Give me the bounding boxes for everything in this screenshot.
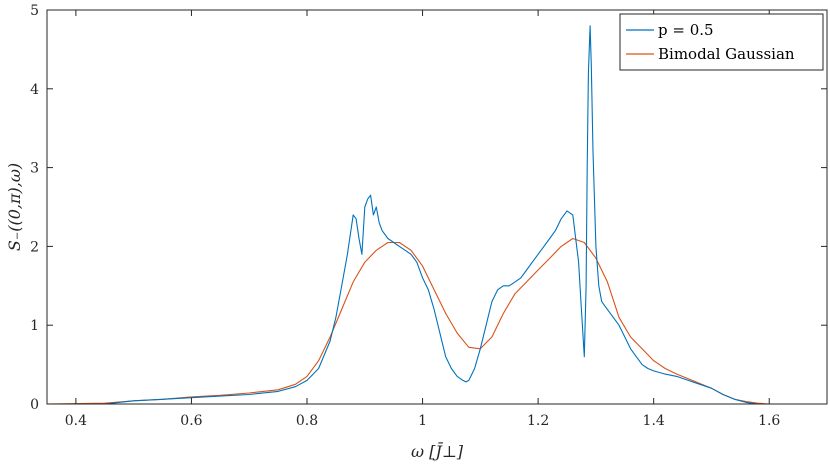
y-tick-label: 0 [30, 397, 39, 413]
x-axis: 0.4 0.6 0.8 1 1.2 1.4 1.6 [65, 10, 780, 429]
x-tick-label: 0.4 [65, 413, 87, 429]
legend-box [619, 13, 824, 71]
y-axis-label: S₋((0,π),ω) [5, 163, 24, 251]
plot-area [47, 10, 827, 404]
x-axis-label: ω [J̄⊥] [411, 440, 464, 461]
legend-label-1: Bimodal Gaussian [658, 45, 795, 63]
y-axis: 0 1 2 3 4 5 [30, 3, 827, 413]
y-axis-label-text: S₋((0,π),ω) [5, 163, 24, 251]
x-axis-label-text: ω [J̄⊥] [411, 440, 464, 461]
series-line-0 [47, 25, 827, 405]
y-tick-label: 3 [30, 161, 39, 177]
x-tick-label: 1.4 [643, 413, 665, 429]
x-tick-label: 0.6 [180, 413, 202, 429]
legend: p = 0.5 Bimodal Gaussian [619, 13, 824, 71]
x-tick-label: 1.2 [527, 413, 549, 429]
series-line-1 [46, 237, 827, 405]
y-tick-label: 1 [30, 318, 39, 334]
legend-label-0: p = 0.5 [658, 21, 714, 39]
y-tick-label: 5 [30, 3, 39, 19]
y-tick-label: 4 [30, 82, 39, 98]
x-tick-label: 0.8 [296, 413, 318, 429]
x-tick-label: 1 [418, 413, 427, 429]
series-layer [46, 25, 827, 405]
y-tick-label: 2 [30, 239, 39, 255]
x-tick-label: 1.6 [758, 413, 780, 429]
plot-frame [46, 9, 828, 405]
